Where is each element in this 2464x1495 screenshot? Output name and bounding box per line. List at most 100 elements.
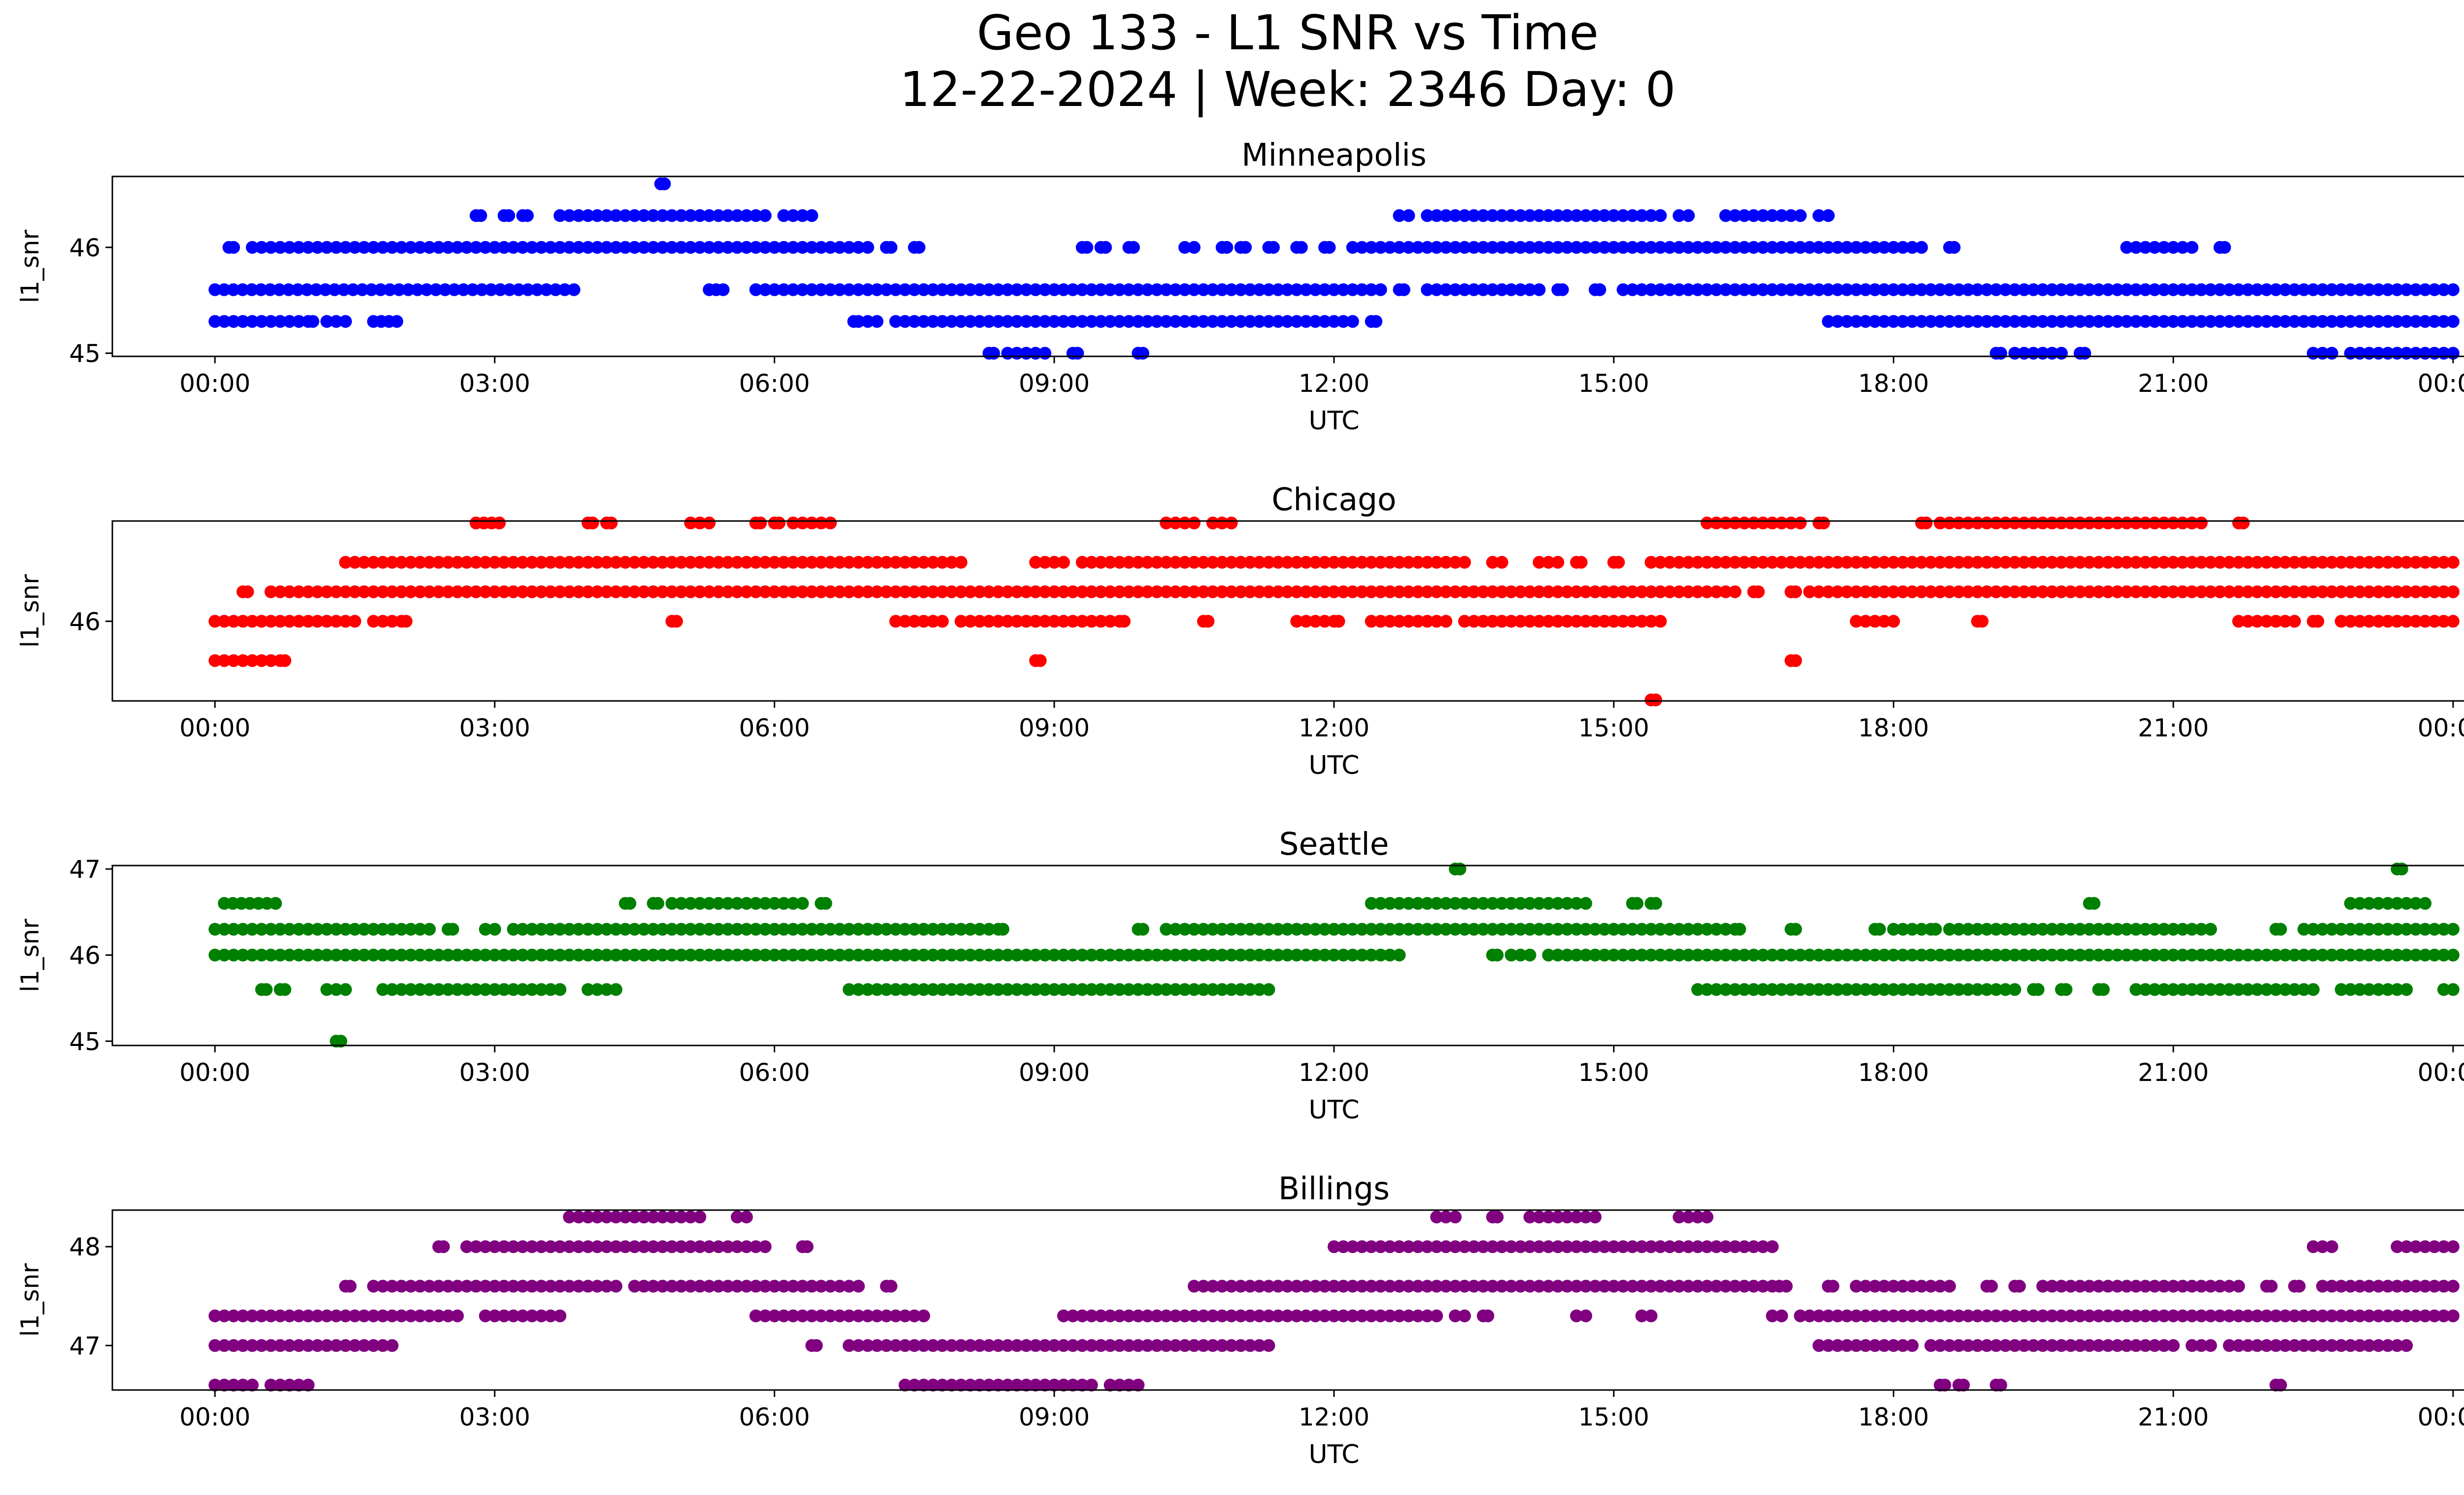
data-point (1663, 1240, 1677, 1253)
data-point (2400, 315, 2413, 328)
data-point (2316, 1280, 2329, 1293)
data-point (1421, 1280, 1434, 1293)
data-point (302, 1339, 315, 1352)
y-tick-label: 47 (69, 1332, 101, 1360)
data-point (413, 983, 427, 996)
data-point (1766, 241, 1779, 254)
data-point (1616, 209, 1630, 222)
data-point (2167, 923, 2180, 936)
data-point (945, 948, 958, 962)
data-point (1989, 585, 2003, 598)
data-point (1150, 983, 1164, 996)
data-point (497, 948, 511, 962)
data-point (600, 209, 613, 222)
data-point (1281, 585, 1294, 598)
data-point (889, 923, 902, 936)
data-point (1197, 1280, 1210, 1293)
data-point (1057, 983, 1070, 996)
data-point (1878, 556, 1891, 569)
data-point (2353, 1309, 2366, 1322)
data-point (525, 1280, 539, 1293)
data-point (1728, 241, 1742, 254)
data-point (470, 1280, 482, 1293)
data-point (1878, 983, 1891, 996)
data-point (1673, 1240, 1686, 1253)
data-point (2148, 315, 2161, 328)
data-point (1113, 315, 1126, 328)
data-point (1635, 1240, 1648, 1253)
data-point (815, 241, 828, 254)
data-point (749, 556, 762, 569)
data-point (302, 1309, 315, 1322)
data-point (1491, 948, 1504, 962)
data-point (2167, 556, 2180, 569)
data-point (1673, 1280, 1686, 1293)
data-point (1738, 983, 1751, 996)
data-point (1206, 585, 1219, 598)
data-point (507, 983, 520, 996)
data-point (2064, 517, 2077, 529)
data-point (535, 923, 548, 936)
data-point (2194, 315, 2208, 328)
data-point (665, 948, 679, 962)
data-point (1243, 923, 1257, 936)
data-point (600, 948, 613, 962)
data-point (908, 1339, 921, 1352)
data-point (1579, 1280, 1592, 1293)
data-point (1281, 556, 1294, 569)
data-point (1822, 315, 1835, 328)
data-point (1728, 585, 1742, 598)
data-point (870, 1309, 884, 1322)
data-point (1365, 241, 1378, 254)
data-point (1789, 923, 1802, 936)
data-point (1691, 241, 1704, 254)
data-point (1626, 615, 1639, 628)
data-point (2419, 315, 2432, 328)
data-point (302, 241, 315, 254)
data-point (1906, 241, 1919, 254)
data-point (1113, 1309, 1126, 1322)
data-point (2046, 923, 2059, 936)
data-point (2232, 615, 2245, 628)
data-point (525, 983, 539, 996)
data-point (1551, 585, 1565, 598)
data-point (432, 948, 445, 962)
data-point (255, 1339, 268, 1352)
data-point (236, 948, 249, 962)
data-point (1588, 1211, 1602, 1223)
data-point (274, 1309, 287, 1322)
data-point (1943, 1309, 1956, 1322)
data-point (2027, 315, 2040, 328)
data-point (1131, 283, 1145, 296)
data-point (320, 948, 334, 962)
data-point (255, 923, 268, 936)
data-point (497, 983, 511, 996)
data-point (843, 1339, 856, 1352)
data-point (749, 1309, 762, 1322)
data-point (1020, 283, 1033, 296)
data-point (1710, 241, 1723, 254)
x-tick-label: 06:00 (739, 369, 810, 398)
data-point (1239, 241, 1252, 254)
data-point (2101, 923, 2115, 936)
data-point (264, 1379, 277, 1391)
data-point (245, 1309, 259, 1322)
data-point (1588, 923, 1602, 936)
data-point (1323, 241, 1336, 254)
data-point (1570, 948, 1583, 962)
data-point (1756, 556, 1770, 569)
data-point (582, 585, 595, 598)
data-point (572, 585, 585, 598)
data-point (1253, 315, 1266, 328)
data-point (1076, 615, 1089, 628)
data-point (264, 948, 277, 962)
data-point (457, 283, 470, 296)
data-point (1868, 585, 1882, 598)
data-point (665, 556, 679, 569)
data-point (1551, 1211, 1565, 1223)
data-point (628, 585, 641, 598)
data-point (442, 585, 455, 598)
data-point (292, 315, 306, 328)
data-point (2362, 585, 2376, 598)
